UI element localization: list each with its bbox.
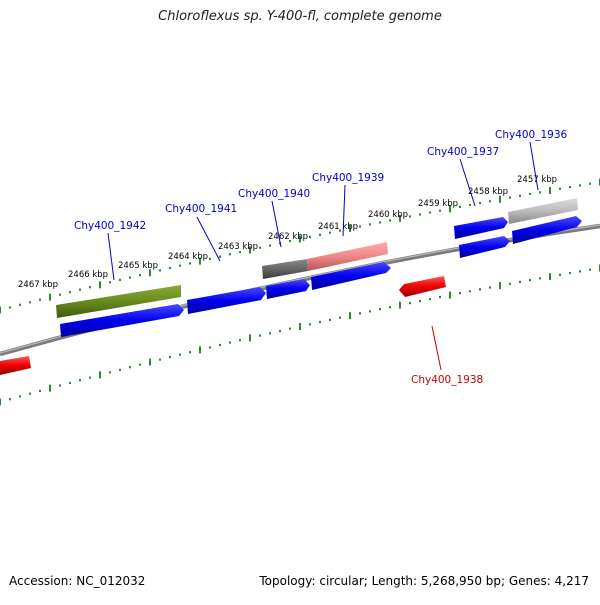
cds-forward-arrow[interactable]	[459, 236, 510, 258]
cds-forward-arrow[interactable]	[266, 279, 310, 299]
accession-text: Accession: NC_012032	[9, 574, 146, 588]
gene-label[interactable]: Chy400_1942	[74, 220, 146, 232]
ruler-tick-label: 2466 kbp	[68, 270, 108, 280]
ruler-outer	[0, 178, 600, 314]
cds-forward-arrow[interactable]	[60, 304, 184, 337]
gene-track-outer	[56, 198, 578, 318]
ruler-tick-label: 2458 kbp	[468, 187, 508, 197]
gene-label[interactable]: Chy400_1941	[165, 203, 237, 215]
cds-forward-arrow[interactable]	[512, 216, 582, 244]
ruler-tick-labels: 2467 kbp 2466 kbp 2465 kbp 2464 kbp 2463…	[18, 175, 557, 290]
gene-label[interactable]: Chy400_1936	[495, 129, 568, 141]
ruler-inner	[0, 264, 600, 406]
label-leader	[196, 216, 221, 262]
gene-label[interactable]: Chy400_1938	[411, 374, 483, 386]
label-leader	[459, 158, 476, 207]
cds-reverse-arrow[interactable]	[399, 276, 446, 297]
label-leader	[107, 232, 115, 281]
gene-pink[interactable]	[307, 242, 388, 271]
gene-label[interactable]: Chy400_1937	[427, 146, 499, 158]
ruler-tick-label: 2460 kbp	[368, 210, 408, 220]
ruler-tick-label: 2463 kbp	[218, 242, 258, 252]
ruler-tick-label: 2461 kbp	[318, 222, 358, 232]
genome-summary-text: Topology: circular; Length: 5,268,950 bp…	[259, 574, 589, 588]
label-leaders	[107, 141, 539, 371]
map-title: Chloroflexus sp. Y-400-fl, complete geno…	[158, 9, 442, 24]
label-leader	[271, 200, 282, 248]
ruler-tick-label: 2467 kbp	[18, 280, 58, 290]
cds-forward-arrow[interactable]	[311, 262, 391, 290]
cds-reverse-arrow[interactable]	[0, 356, 31, 375]
cds-track-forward	[60, 216, 582, 337]
ruler-tick-label: 2457 kbp	[517, 175, 557, 185]
ruler-tick-label: 2459 kbp	[418, 199, 458, 209]
ruler-tick-label: 2465 kbp	[118, 261, 158, 271]
ruler-tick-label: 2464 kbp	[168, 252, 208, 262]
cds-forward-arrow[interactable]	[454, 217, 508, 239]
label-leader	[529, 141, 539, 191]
cds-track-reverse	[0, 276, 446, 375]
ruler-tick-label: 2462 kbp	[268, 232, 308, 242]
gene-light-gray[interactable]	[508, 198, 578, 224]
gene-label[interactable]: Chy400_1939	[312, 172, 384, 184]
label-leader	[342, 184, 346, 237]
label-leader	[431, 325, 442, 371]
gene-olive[interactable]	[56, 285, 181, 318]
cds-forward-arrow[interactable]	[187, 287, 266, 314]
gene-dark-gray[interactable]	[262, 259, 308, 279]
gene-label[interactable]: Chy400_1940	[238, 188, 310, 200]
gene-labels: Chy400_1942 Chy400_1941 Chy400_1940 Chy4…	[74, 129, 568, 386]
